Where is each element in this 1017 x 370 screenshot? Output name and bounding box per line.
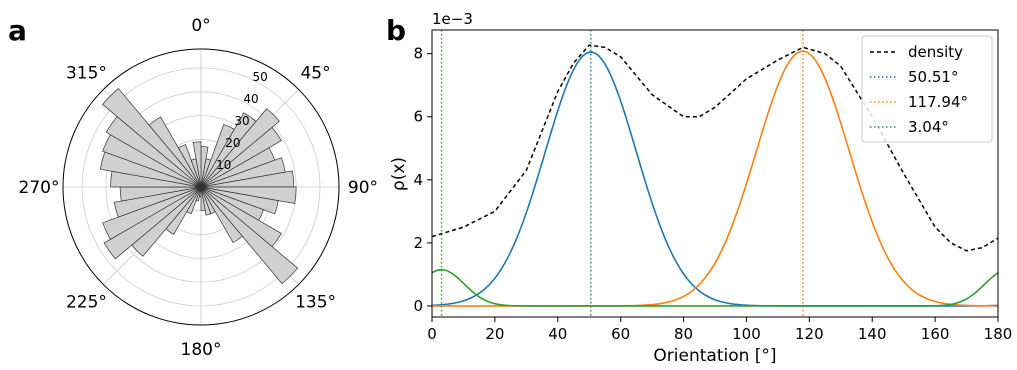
panel-label-a: a [8, 14, 27, 47]
x-tick-label: 40 [548, 325, 567, 343]
x-tick-label: 60 [611, 325, 630, 343]
polar-bar [200, 126, 282, 188]
angle-tick-label: 135° [295, 293, 336, 313]
y-tick-label: 2 [413, 234, 423, 252]
angle-tick-label: 270° [19, 178, 60, 198]
angle-tick-label: 90° [348, 178, 378, 198]
polar-frame [62, 48, 340, 326]
polar-bars [99, 88, 299, 285]
x-tick-label: 180 [984, 325, 1013, 343]
radius-tick-label: 20 [225, 136, 240, 150]
angle-tick-label: 180° [181, 340, 222, 360]
y-tick-label: 6 [413, 108, 423, 126]
radius-tick-label: 40 [243, 92, 258, 106]
radius-tick-label: 30 [234, 114, 249, 128]
polar-histogram-panel: a 0° 45° 90° 135° 180° 225° 270° 315° 10 20 30 40 5… [8, 14, 378, 360]
plot-area [432, 30, 998, 317]
component-curve [432, 268, 998, 307]
x-tick-label: 140 [858, 325, 887, 343]
x-tick-label: 0 [427, 325, 437, 343]
polar-bar [200, 186, 299, 285]
x-tick-label: 20 [485, 325, 504, 343]
legend: density 50.51° 117.94° 3.04° [861, 35, 993, 143]
y-multiplier-label: 1e−3 [432, 10, 473, 28]
y-tick-label: 4 [413, 171, 423, 189]
panel-label-b: b [386, 14, 406, 47]
polar-bar [200, 186, 206, 212]
x-tick-label: 100 [732, 325, 761, 343]
axis-ticks: 0 20 40 60 80 100 120 140 160 180 0 2 4 6 8 [413, 45, 1012, 343]
y-axis-label: ρ(x) [389, 157, 409, 191]
polar-bar [200, 186, 212, 216]
x-tick-label: 160 [921, 325, 950, 343]
polar-angle-labels: 0° 45° 90° 135° 180° 225° 270° 315° [19, 16, 379, 360]
angle-tick-label: 225° [66, 293, 107, 313]
legend-label: 50.51° [908, 68, 958, 86]
plot-frame [431, 29, 999, 318]
legend-label: density [908, 43, 963, 61]
radius-tick-label: 50 [253, 70, 268, 84]
legend-label: 117.94° [908, 93, 968, 111]
polar-bar [102, 186, 202, 240]
angle-tick-label: 0° [191, 16, 210, 36]
polar-bar [103, 186, 202, 260]
radius-tick-label: 10 [216, 158, 231, 172]
polar-bar [113, 186, 202, 218]
polar-bar [192, 141, 202, 188]
angle-tick-label: 45° [300, 63, 330, 83]
polar-radius-labels: 10 20 30 40 50 [216, 70, 268, 172]
legend-box [861, 35, 993, 143]
series-group [432, 30, 998, 317]
density-curve [432, 44, 998, 252]
angle-tick-label: 315° [66, 63, 107, 83]
y-tick-label: 0 [413, 297, 423, 315]
polar-bar [200, 186, 243, 244]
legend-label: 3.04° [908, 118, 949, 136]
y-tick-label: 8 [413, 45, 423, 63]
polar-bar [102, 88, 202, 188]
polar-bar [148, 116, 202, 188]
x-axis-label: Orientation [°] [653, 346, 776, 366]
polar-bar [177, 144, 202, 188]
polar-bar [200, 108, 280, 188]
density-line-panel: b 1e−3 0 20 40 60 80 100 120 140 160 180 0 2 4 6 8 Ori… [386, 10, 1012, 366]
x-tick-label: 120 [795, 325, 824, 343]
x-tick-label: 80 [674, 325, 693, 343]
